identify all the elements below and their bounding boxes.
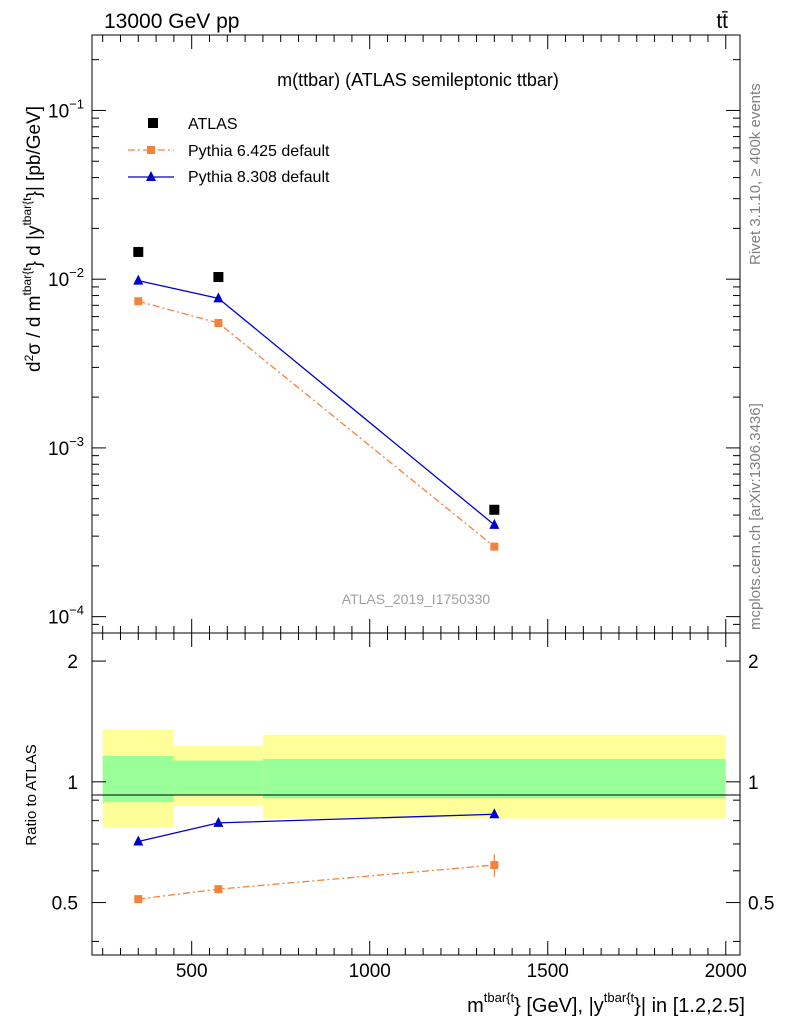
ylabel-sigma: σ / d m	[24, 295, 45, 354]
ratio-y-tick-label-left: 2	[67, 652, 78, 673]
ratio-x-tick-label: 2000	[705, 961, 747, 982]
tick-exponent: −2	[69, 265, 84, 280]
tick-base: 10	[48, 608, 69, 629]
ratio-y-tick-label-right: 2	[748, 652, 759, 673]
data-point-atlas	[213, 272, 224, 283]
ratio-frame	[91, 632, 741, 956]
legend-label-pythia6: Pythia 6.425 default	[188, 143, 330, 160]
ratio-bands	[102, 729, 726, 828]
ratio-axis-ticks: 500 1000 1500 2000 0.5 0.5 1 1 2 2	[52, 633, 774, 982]
xlabel-sup1: tbar{t	[484, 990, 515, 1005]
ylabel-end: }| [pb/GeV]	[24, 106, 45, 198]
ratio-point-pythia8	[133, 835, 144, 846]
watermark: ATLAS_2019_I1750330	[342, 591, 491, 607]
mcplots-label: mcplots.cern.ch [arXiv:1306.3436]	[747, 403, 764, 630]
ylabel-d-sup: 2	[22, 354, 36, 361]
ratio-x-tick-label: 1500	[527, 961, 569, 982]
legend-entry-pythia8: Pythia 8.308 default	[128, 169, 330, 186]
main-y-tick-label: 10−2	[48, 265, 84, 291]
xlabel-m: m	[467, 995, 484, 1017]
xlabel-sup2: tbar{t	[604, 990, 635, 1005]
ratio-point-pythia6	[214, 885, 223, 894]
legend-marker-pythia8	[146, 171, 156, 181]
main-line-pythia6	[138, 300, 495, 548]
ratio-point-pythia6	[134, 895, 143, 904]
main-y-tick-label: 10−3	[48, 434, 84, 460]
main-axis-ticks: 10−110−210−310−4	[48, 35, 740, 634]
process-label: tt̄	[716, 10, 728, 33]
data-point-pythia8	[133, 274, 144, 285]
data-point-pythia6	[214, 318, 223, 327]
main-line-pythia8	[138, 280, 495, 526]
legend-marker-atlas	[148, 118, 158, 128]
ylabel-sup2: tbar{t	[20, 197, 34, 226]
legend-marker-pythia6	[147, 146, 155, 154]
tick-exponent: −3	[69, 434, 84, 449]
ylabel-d: d	[24, 361, 45, 372]
ratio-series	[133, 808, 500, 904]
energy-label: 13000 GeV pp	[104, 10, 239, 33]
data-point-pythia6	[490, 542, 499, 551]
tick-base: 10	[48, 439, 69, 460]
ratio-point-pythia6	[490, 861, 499, 870]
main-y-tick-label: 10−4	[48, 603, 84, 629]
ratio-y-tick-label-left: 0.5	[52, 894, 78, 915]
data-point-atlas	[489, 504, 500, 515]
ratio-x-tick-label: 1000	[349, 961, 391, 982]
main-series	[133, 246, 500, 551]
data-point-atlas	[133, 246, 144, 257]
tick-base: 10	[48, 270, 69, 291]
ratio-point-pythia8	[489, 808, 500, 819]
xlabel-mid: } [GeV], |y	[514, 995, 604, 1017]
legend: ATLAS Pythia 6.425 default Pythia 8.308 …	[128, 116, 330, 186]
ylabel-mid: } d |y	[24, 225, 45, 267]
data-point-pythia8	[213, 292, 224, 303]
ratio-band-inner	[102, 755, 174, 803]
legend-entry-atlas: ATLAS	[148, 116, 238, 133]
ratio-point-pythia8	[213, 816, 224, 827]
data-point-pythia6	[134, 297, 143, 306]
rivet-label: Rivet 3.1.10, ≥ 400k events	[747, 83, 764, 265]
legend-entry-pythia6: Pythia 6.425 default	[128, 143, 330, 160]
ratio-band-inner	[173, 760, 263, 795]
ratio-x-tick-label: 500	[176, 961, 208, 982]
chart-title: m(ttbar) (ATLAS semileptonic ttbar)	[277, 70, 559, 90]
ratio-band-inner	[262, 758, 726, 799]
ratio-y-axis-label: Ratio to ATLAS	[23, 744, 40, 845]
data-point-pythia8	[489, 518, 500, 529]
main-y-axis-label: d2σ / d mtbar{t} d |ytbar{t}| [pb/GeV]	[20, 106, 45, 372]
ratio-y-tick-label-left: 1	[67, 773, 78, 794]
legend-label-pythia8: Pythia 8.308 default	[188, 169, 330, 186]
ylabel-sup1: tbar{t	[20, 267, 34, 296]
ratio-line-pythia6	[138, 864, 495, 900]
tick-exponent: −1	[69, 96, 84, 111]
main-panel: 10−110−210−310−4 m(ttbar) (ATLAS semilep…	[20, 34, 741, 634]
tick-exponent: −4	[69, 603, 84, 618]
ratio-y-tick-label-right: 1	[748, 773, 759, 794]
main-y-tick-label: 10−1	[48, 96, 84, 122]
tick-base: 10	[48, 101, 69, 122]
x-axis-label: mtbar{t} [GeV], |ytbar{t}| in [1.2,2.5]	[467, 990, 745, 1017]
ratio-panel: 500 1000 1500 2000 0.5 0.5 1 1 2 2 Ratio to ATLAS	[23, 632, 774, 982]
ratio-y-tick-label-right: 0.5	[748, 894, 774, 915]
xlabel-end: }| in [1.2,2.5]	[634, 995, 745, 1017]
legend-label-atlas: ATLAS	[188, 116, 238, 133]
